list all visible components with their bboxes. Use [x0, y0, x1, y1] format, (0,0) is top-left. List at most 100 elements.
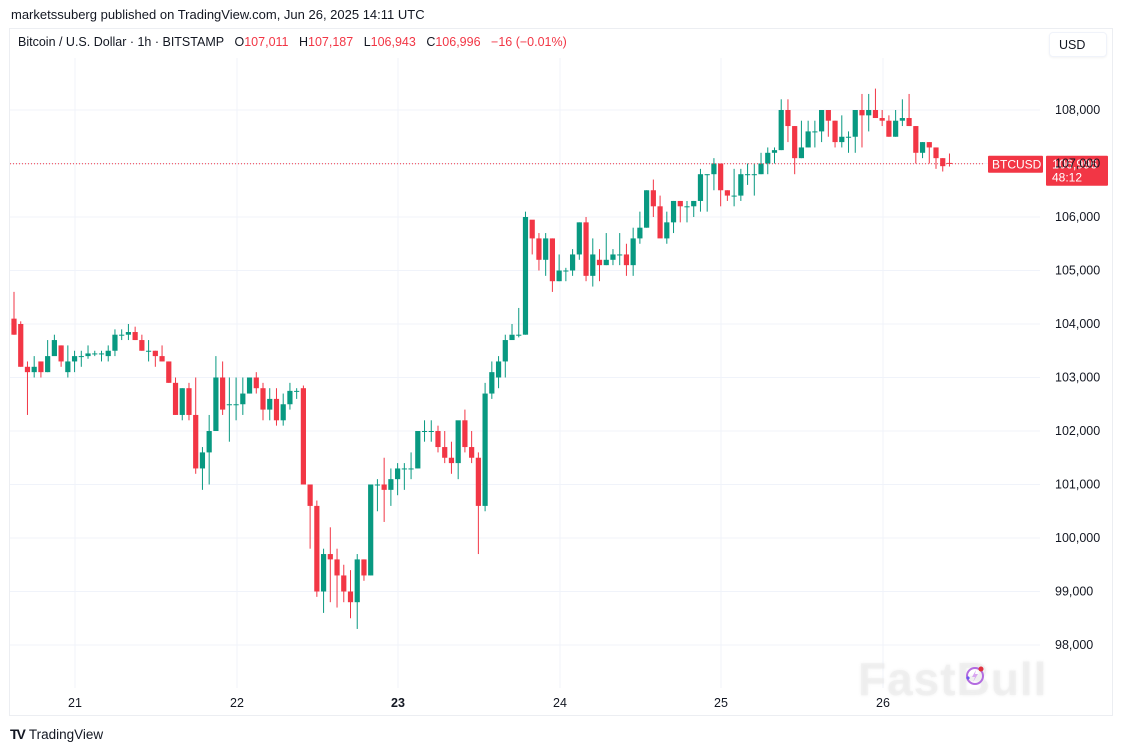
candle [495, 356, 502, 389]
candle [334, 548, 340, 608]
candle [731, 168, 737, 207]
candle [294, 388, 300, 399]
candle [58, 345, 64, 367]
candle [812, 120, 818, 148]
candle [543, 233, 549, 276]
candle [670, 200, 677, 234]
watermark: FastBull [858, 653, 1048, 705]
candle [85, 345, 91, 359]
candle [415, 431, 421, 469]
candle [374, 479, 381, 512]
candle [583, 217, 589, 282]
candle [751, 163, 757, 196]
candle [657, 195, 663, 239]
y-tick-label: 98,000 [1055, 638, 1093, 652]
symbol-legend: Bitcoin / U.S. Dollar · 1h · BITSTAMP O1… [18, 35, 574, 49]
footer: TV TradingView [10, 726, 103, 742]
candle [852, 110, 858, 153]
candle [220, 361, 226, 415]
footer-brand[interactable]: TradingView [28, 726, 104, 742]
candle [529, 219, 535, 255]
open-value: 107,011 [244, 35, 289, 49]
close-value: 106,996 [435, 35, 481, 49]
candle [637, 211, 643, 244]
candle [704, 174, 710, 212]
candle [428, 420, 434, 442]
candle [381, 457, 387, 522]
candle [361, 559, 367, 581]
time-axis: 21 22 23 24 25 26 [68, 696, 890, 710]
candle [832, 120, 838, 148]
candle [347, 570, 354, 619]
x-tick-label: 22 [230, 696, 244, 710]
publisher-line: marketssuberg published on TradingView.c… [11, 7, 425, 22]
candles [11, 88, 953, 629]
candle [65, 345, 71, 378]
candle [186, 382, 192, 421]
candle [327, 527, 333, 603]
candle [300, 385, 306, 485]
candle [711, 158, 717, 191]
y-tick-label: 103,000 [1055, 371, 1100, 385]
candle [98, 350, 105, 362]
candle [448, 441, 455, 474]
candle [455, 420, 461, 480]
candle [206, 414, 212, 485]
candle [617, 233, 623, 266]
x-tick-label: 25 [714, 696, 728, 710]
candle [267, 388, 273, 421]
candle [354, 554, 360, 629]
candle [307, 484, 313, 549]
candle [11, 291, 17, 335]
candle [650, 179, 656, 217]
candle [341, 564, 347, 603]
candle [240, 377, 246, 415]
y-tick-label: 101,000 [1055, 478, 1100, 492]
candle [139, 334, 145, 351]
candle [879, 110, 885, 127]
candle [872, 88, 879, 119]
symbol-description: Bitcoin / U.S. Dollar · 1h · BITSTAMP [18, 35, 225, 49]
candle [906, 93, 912, 127]
x-tick-label: 23 [391, 696, 405, 710]
y-tick-label: 100,000 [1055, 531, 1100, 545]
candle [442, 431, 448, 464]
low-value: 106,943 [370, 35, 416, 49]
candle [778, 99, 784, 151]
candle [320, 548, 327, 613]
low-label: L [363, 35, 371, 49]
change-value: −16 (−0.01%) [491, 35, 567, 49]
candle [31, 356, 37, 378]
candle [435, 425, 441, 453]
candle [785, 99, 791, 143]
high-value: 107,187 [308, 35, 354, 49]
candle [18, 321, 24, 367]
candle [92, 350, 98, 357]
candle [940, 158, 946, 172]
candle [590, 238, 596, 287]
candle [677, 200, 683, 223]
candle [563, 267, 569, 282]
candle [314, 500, 320, 597]
candle [280, 393, 286, 426]
candle [644, 190, 650, 228]
candle [401, 463, 407, 490]
candle [152, 350, 158, 367]
candle [45, 340, 51, 373]
candle [697, 168, 704, 212]
candle [549, 238, 555, 292]
candle [24, 361, 31, 415]
candle [119, 329, 125, 341]
candle [603, 233, 609, 266]
candle [516, 307, 522, 338]
candle [502, 334, 508, 378]
currency-button[interactable]: USD [1049, 32, 1107, 57]
candle [610, 249, 616, 266]
candle [798, 120, 805, 159]
candle [253, 372, 259, 394]
candle [462, 409, 468, 453]
candle [765, 147, 771, 175]
candle [38, 361, 44, 378]
